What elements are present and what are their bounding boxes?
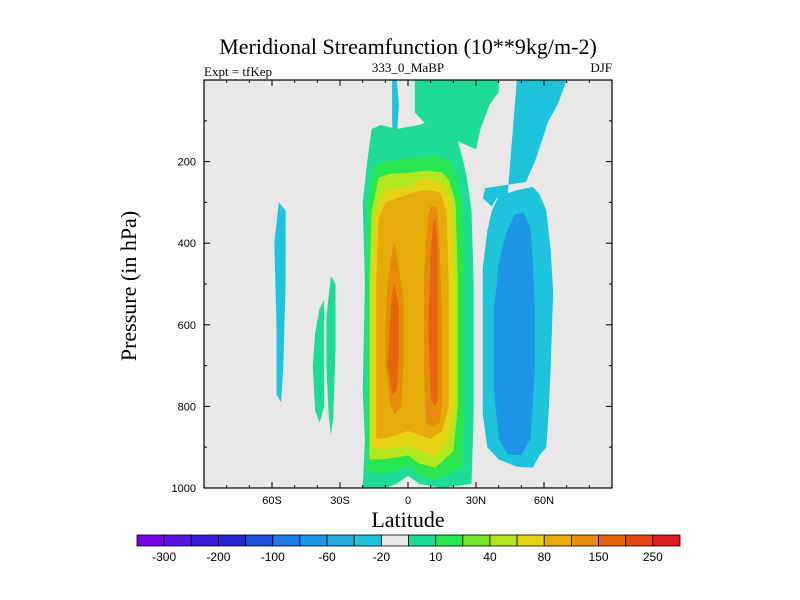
y-axis-label: Pressure (in hPa) xyxy=(116,211,141,361)
chart-title: Meridional Streamfunction (10**9kg/m-2) xyxy=(219,34,597,59)
colorbar-swatch xyxy=(299,534,328,547)
x-tick-label: 60N xyxy=(534,495,554,507)
contour-fills xyxy=(274,80,567,488)
contour-region-3 xyxy=(274,202,286,403)
colorbar-swatch xyxy=(571,534,599,547)
contour-region-15 xyxy=(387,284,399,395)
colorbar-label: 150 xyxy=(589,550,609,564)
colorbar-label: -200 xyxy=(206,550,230,564)
x-tick-label: 30S xyxy=(330,495,350,507)
center-string: 333_0_MaBP xyxy=(372,60,444,75)
y-tick-label: 200 xyxy=(178,157,196,169)
colorbar-swatch xyxy=(462,534,491,547)
x-tick-label: 0 xyxy=(405,495,411,507)
colorbar: -300 -200 -100 -60 -20 10 40 80 150 250 xyxy=(136,534,681,564)
contour-region-16 xyxy=(428,218,438,407)
colorbar-swatch xyxy=(598,534,627,547)
contour-region-7 xyxy=(494,212,535,456)
x-tick-label: 30N xyxy=(466,495,486,507)
plot-frame xyxy=(203,79,613,489)
colorbar-swatch xyxy=(245,534,274,547)
right-string: DJF xyxy=(590,60,612,75)
colorbar-label: 250 xyxy=(643,550,663,564)
colorbar-swatch xyxy=(543,534,572,547)
colorbar-label: 40 xyxy=(483,550,497,564)
y-tick-label: 1000 xyxy=(172,483,196,495)
colorbar-swatch xyxy=(408,534,437,547)
contour-region-1 xyxy=(414,80,499,150)
colorbar-swatch xyxy=(190,534,219,547)
x-axis-label: Latitude xyxy=(371,507,444,532)
colorbar-swatch xyxy=(163,534,192,547)
colorbar-swatch xyxy=(380,534,409,547)
colorbar-swatch xyxy=(353,534,382,547)
axis-ticks: 60S 30S 0 30N 60N 200 400 600 800 1000 xyxy=(172,80,612,507)
colorbar-swatch xyxy=(625,534,654,547)
colorbar-swatch xyxy=(136,534,165,547)
colorbar-label: -60 xyxy=(318,550,336,564)
colorbar-label: 80 xyxy=(538,550,552,564)
left-string: Expt = tfKep xyxy=(204,64,272,79)
colorbar-label: 10 xyxy=(429,550,443,564)
colorbar-swatch xyxy=(326,534,355,547)
colorbar-swatch xyxy=(218,534,246,547)
colorbar-swatch xyxy=(652,534,681,547)
colorbar-label: -100 xyxy=(261,550,285,564)
contour-region-5 xyxy=(326,275,336,435)
contour-region-4 xyxy=(312,300,325,423)
colorbar-swatch xyxy=(272,534,301,547)
y-tick-label: 400 xyxy=(178,238,196,250)
contour-region-2 xyxy=(482,80,567,207)
colorbar-label: -20 xyxy=(373,550,391,564)
x-tick-label: 60S xyxy=(262,495,282,507)
colorbar-swatch xyxy=(435,534,464,547)
colorbar-label: -300 xyxy=(152,550,176,564)
y-tick-label: 800 xyxy=(178,401,196,413)
colorbar-swatch xyxy=(516,534,545,547)
colorbar-swatch xyxy=(489,534,518,547)
y-tick-label: 600 xyxy=(178,320,196,332)
